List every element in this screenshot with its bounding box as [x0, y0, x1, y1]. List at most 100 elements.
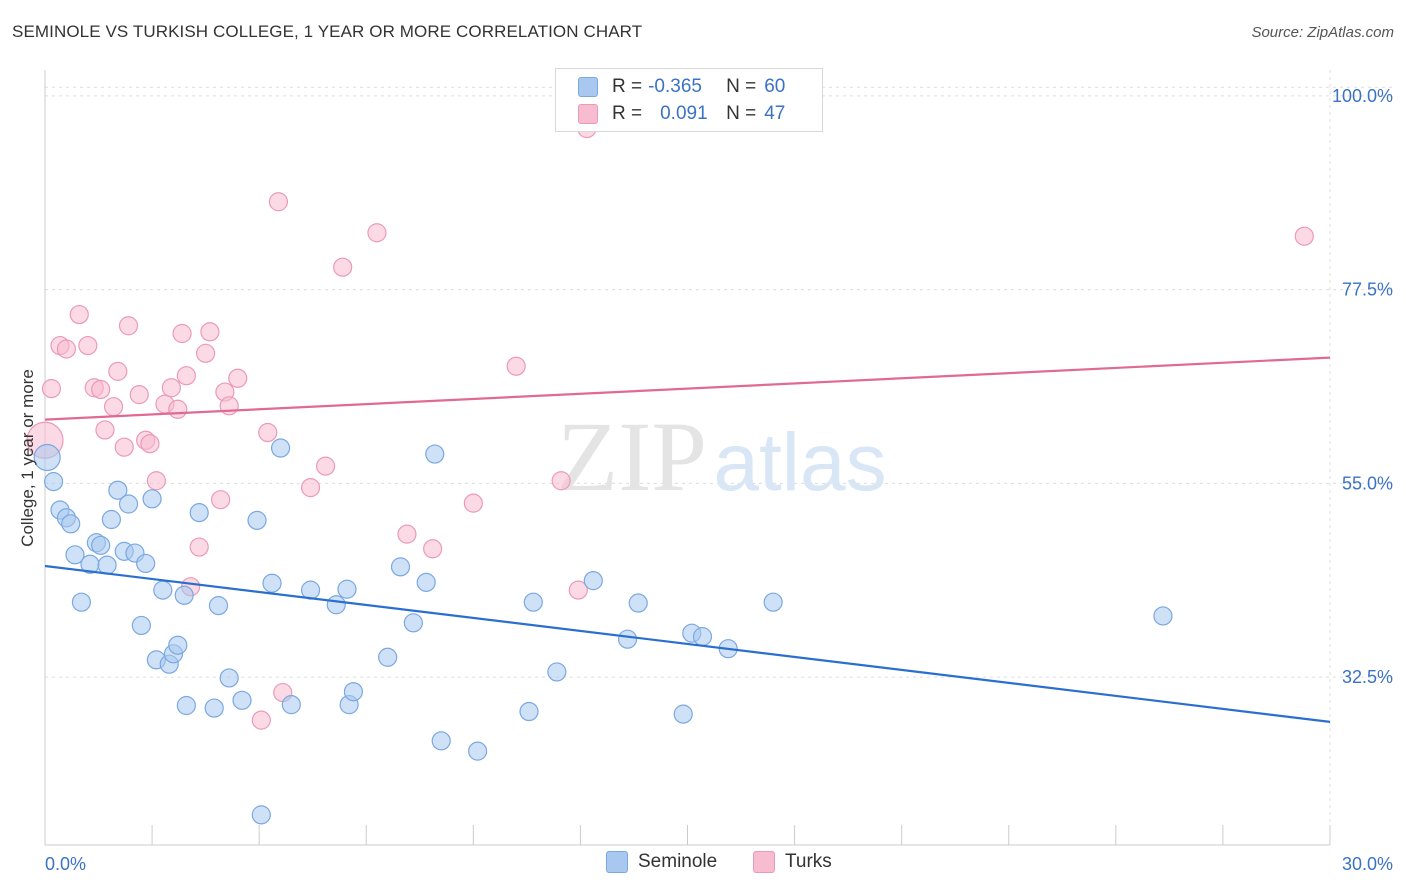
- seminole-point: [519, 701, 539, 722]
- turks-point: [463, 493, 483, 513]
- turks-point: [228, 368, 248, 388]
- r-value: -0.365: [648, 76, 702, 97]
- n-value: 60: [764, 76, 786, 97]
- turks-point: [56, 339, 77, 359]
- seminole-point: [270, 438, 291, 458]
- seminole-point: [281, 695, 301, 715]
- source-label: Source: ZipAtlas.com: [1251, 24, 1394, 41]
- seminole-point: [425, 444, 445, 464]
- turks-point: [78, 335, 98, 356]
- turks-point: [200, 322, 220, 342]
- turks-point: [95, 420, 115, 440]
- y-tick-label: 55.0%: [1342, 473, 1393, 493]
- legend-row-seminole: R = -0.365 N = 60: [578, 75, 785, 99]
- turks-point: [91, 379, 111, 400]
- seminole-point: [1153, 606, 1173, 626]
- legend-item-turks[interactable]: Turks: [753, 851, 832, 873]
- seminole-point: [628, 593, 648, 613]
- seminole-point: [431, 731, 451, 751]
- y-tick-label: 77.5%: [1342, 280, 1393, 300]
- turks-point: [168, 399, 188, 419]
- seminole-point: [763, 592, 783, 612]
- seminole-point: [153, 580, 173, 600]
- turks-point: [219, 396, 239, 416]
- turks-point: [506, 356, 526, 376]
- seminole-point: [251, 805, 271, 825]
- seminole-point: [108, 480, 128, 500]
- seminole-point: [142, 489, 162, 509]
- seminole-point: [468, 741, 488, 761]
- turks-trend-line: [44, 356, 1331, 421]
- seminole-point: [232, 690, 252, 710]
- seminole-point: [547, 662, 567, 682]
- turks-point: [189, 537, 209, 557]
- seminole-trend-line: [44, 564, 1331, 723]
- turks-point: [367, 223, 387, 243]
- turks-point: [397, 524, 417, 544]
- seminole-point: [131, 615, 151, 636]
- seminole-point: [247, 510, 267, 530]
- y-tick-label: 100.0%: [1332, 86, 1393, 106]
- seminole-point: [416, 572, 436, 592]
- series-legend: Seminole Turks: [0, 851, 1406, 877]
- seminole-point: [403, 613, 423, 633]
- seminole-point: [692, 627, 713, 647]
- seminole-point: [204, 698, 224, 718]
- seminole-point: [617, 629, 638, 649]
- turks-point: [176, 366, 196, 386]
- seminole-point: [326, 595, 346, 615]
- turks-point: [251, 710, 271, 730]
- r-label: R =: [612, 103, 643, 124]
- legend-item-seminole[interactable]: Seminole: [606, 851, 717, 873]
- seminole-point: [390, 557, 411, 577]
- seminole-point: [337, 579, 357, 599]
- y-tick-label: 32.5%: [1342, 667, 1393, 687]
- y-axis-label: College, 1 year or more: [18, 369, 37, 547]
- turks-point: [258, 422, 278, 443]
- turks-point: [172, 323, 192, 344]
- turks-point: [211, 490, 231, 510]
- turks-point: [551, 471, 571, 491]
- turks-point: [140, 434, 160, 454]
- legend-row-turks: R = 0.091 N = 47: [578, 102, 785, 126]
- seminole-point: [208, 596, 229, 616]
- seminole-point: [33, 443, 61, 472]
- seminole-point: [61, 514, 81, 534]
- seminole-point: [71, 592, 92, 612]
- turks-point: [69, 304, 89, 325]
- watermark-atlas: atlas: [713, 417, 886, 508]
- x-tick-label: 0.0%: [45, 854, 86, 874]
- seminole-point: [523, 592, 543, 612]
- turks-legend-swatch: [753, 851, 775, 873]
- seminole-point: [168, 635, 188, 655]
- seminole-point: [97, 555, 117, 575]
- turks-point: [196, 343, 216, 363]
- turks-point: [41, 379, 62, 399]
- turks-point: [268, 192, 289, 212]
- turks-swatch: [578, 104, 598, 124]
- turks-point: [146, 471, 166, 491]
- seminole-point: [673, 704, 693, 724]
- seminole-point: [118, 494, 139, 514]
- seminole-swatch: [578, 77, 598, 97]
- chart-title: SEMINOLE VS TURKISH COLLEGE, 1 YEAR OR M…: [12, 22, 643, 41]
- seminole-point: [91, 535, 111, 555]
- turks-point: [568, 580, 588, 600]
- legend-label-seminole: Seminole: [638, 851, 718, 872]
- turks-point: [129, 385, 149, 405]
- seminole-point: [219, 668, 239, 688]
- seminole-point: [189, 503, 209, 523]
- turks-point: [300, 478, 321, 498]
- n-value: 47: [764, 103, 786, 124]
- turks-point: [423, 539, 443, 559]
- n-label: N =: [726, 103, 757, 124]
- turks-point: [108, 361, 128, 381]
- seminole-point: [583, 571, 603, 591]
- seminole-point: [43, 472, 64, 492]
- seminole-point: [136, 553, 156, 574]
- seminole-point: [65, 545, 85, 565]
- turks-point: [333, 257, 353, 277]
- r-value: 0.091: [660, 103, 708, 124]
- seminole-point: [101, 509, 121, 530]
